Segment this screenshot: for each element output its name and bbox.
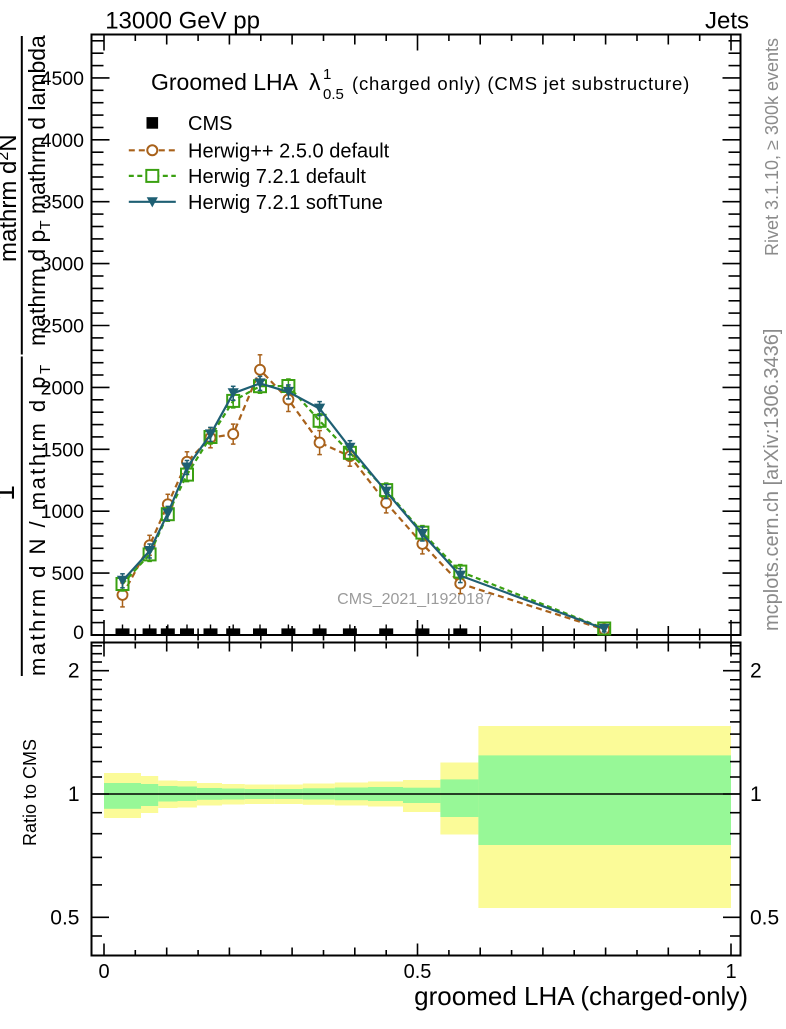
svg-text:3500: 3500: [41, 192, 85, 214]
svg-text:mathrm d pT mathrm d lambda: mathrm d pT mathrm d lambda: [24, 35, 54, 346]
svg-text:4000: 4000: [41, 130, 85, 152]
svg-text:CMS: CMS: [188, 113, 232, 135]
svg-text:0.5: 0.5: [323, 86, 344, 103]
svg-text:(charged only) (CMS jet substr: (charged only) (CMS jet substructure): [352, 73, 690, 94]
svg-text:1: 1: [750, 783, 762, 806]
svg-text:0.5: 0.5: [50, 906, 79, 929]
svg-text:0: 0: [98, 961, 109, 983]
svg-text:Herwig++ 2.5.0 default: Herwig++ 2.5.0 default: [188, 140, 390, 162]
svg-text:0.5: 0.5: [404, 961, 432, 983]
svg-text:1: 1: [68, 783, 80, 806]
svg-text:1000: 1000: [41, 501, 85, 523]
svg-text:0: 0: [73, 622, 84, 644]
svg-text:13000 GeV pp: 13000 GeV pp: [105, 8, 260, 35]
svg-text:mcplots.cern.ch [arXiv:1306.34: mcplots.cern.ch [arXiv:1306.3436]: [761, 329, 783, 631]
svg-text:4500: 4500: [41, 68, 85, 90]
svg-text:Herwig 7.2.1 default: Herwig 7.2.1 default: [188, 166, 366, 188]
svg-text:0.5: 0.5: [750, 906, 779, 929]
svg-text:mathrm d2N: mathrm d2N: [0, 134, 22, 262]
svg-text:3000: 3000: [41, 254, 85, 276]
svg-text:2: 2: [68, 660, 80, 683]
svg-text:Herwig 7.2.1 softTune: Herwig 7.2.1 softTune: [188, 192, 383, 214]
svg-text:Ratio to CMS: Ratio to CMS: [20, 739, 40, 846]
svg-text:groomed LHA (charged-only): groomed LHA (charged-only): [414, 981, 748, 1011]
svg-text:CMS_2021_I1920187: CMS_2021_I1920187: [337, 591, 493, 608]
svg-text:1: 1: [725, 961, 736, 983]
svg-text:1: 1: [0, 485, 20, 501]
svg-text:1: 1: [323, 66, 331, 83]
svg-text:500: 500: [51, 563, 84, 585]
svg-text:mathrm d N / mathrm d pT: mathrm d N / mathrm d pT: [25, 362, 54, 676]
svg-text:1500: 1500: [41, 439, 85, 461]
svg-text:2000: 2000: [41, 377, 85, 399]
svg-text:Jets: Jets: [705, 8, 749, 35]
svg-text:Rivet 3.1.10, ≥ 300k events: Rivet 3.1.10, ≥ 300k events: [762, 38, 782, 256]
svg-text:Groomed LHA: Groomed LHA: [151, 69, 299, 95]
svg-text:λ: λ: [309, 69, 321, 95]
svg-text:2: 2: [750, 660, 762, 683]
svg-text:2500: 2500: [41, 316, 85, 338]
